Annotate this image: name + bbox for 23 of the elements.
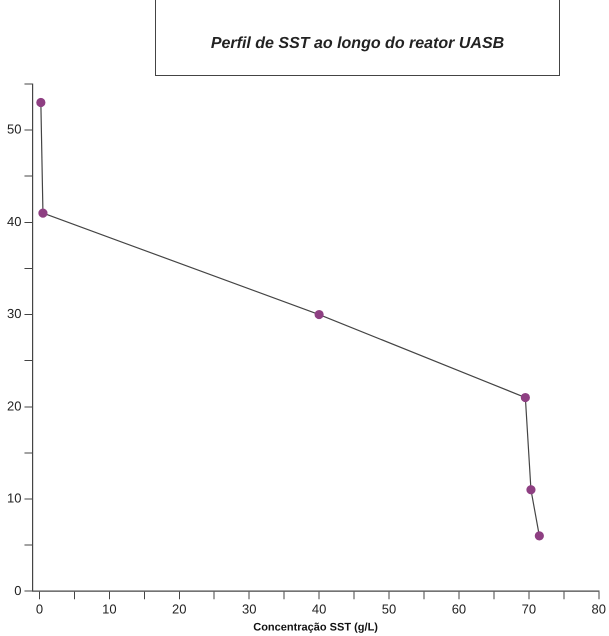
chart-title: Perfil de SST ao longo do reator UASB	[210, 34, 506, 54]
point	[520, 392, 530, 402]
x-tick-label: 0	[36, 602, 44, 617]
point	[38, 208, 48, 218]
x-tick-label: 60	[452, 602, 466, 617]
x-tick-label: 70	[522, 602, 536, 617]
y-tick-label: 30	[6, 306, 22, 322]
point	[314, 310, 324, 320]
y-tick-label: 40	[6, 214, 22, 229]
x-tick-label: 10	[102, 602, 117, 617]
point	[526, 485, 536, 494]
point	[534, 531, 544, 540]
x-axis-title: Concentração SST (g/L)	[253, 621, 378, 634]
y-tick-label: 20	[6, 398, 22, 414]
x-tick-label: 50	[382, 602, 396, 617]
x-tick-label: 20	[172, 602, 187, 617]
x-tick-label: 80	[592, 602, 606, 617]
point	[36, 98, 46, 108]
x-tick-label: 40	[312, 602, 326, 617]
y-tick-label: 50	[6, 122, 22, 137]
y-tick-label: 10	[6, 490, 22, 506]
y-tick-label: 0	[14, 582, 22, 598]
x-tick-label: 30	[242, 602, 256, 617]
